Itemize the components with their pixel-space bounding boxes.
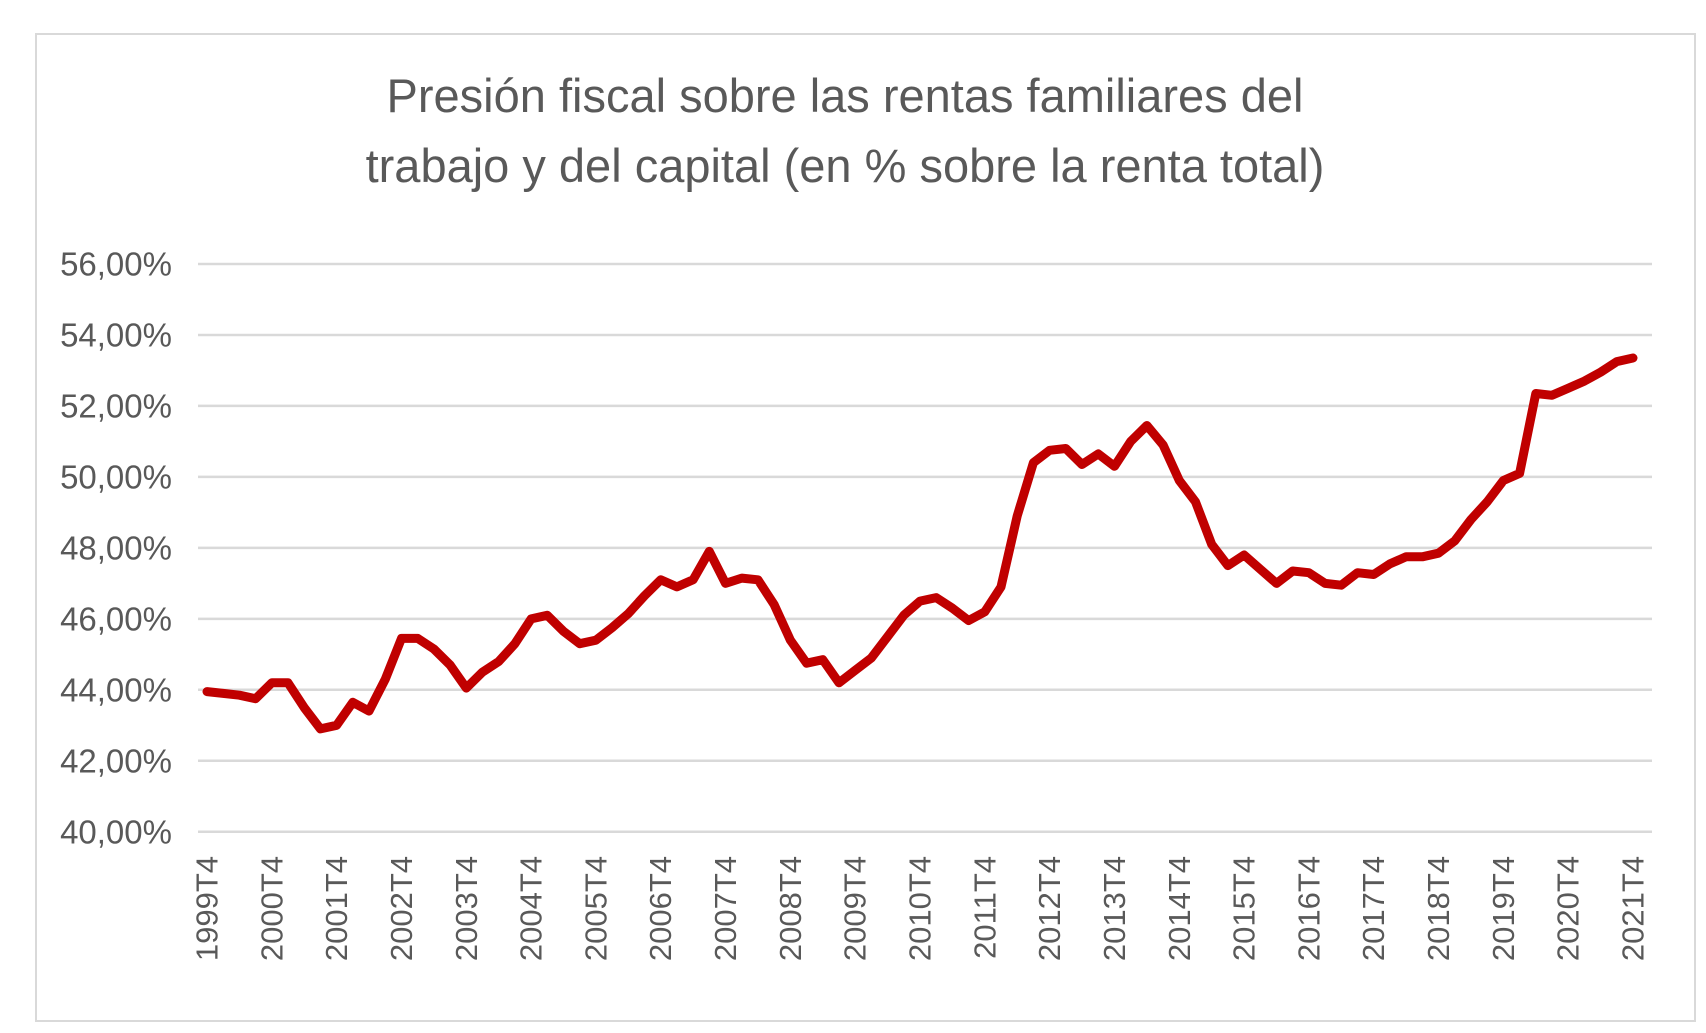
x-tick-label: 2017T4 bbox=[1356, 856, 1391, 961]
x-tick-label: 2013T4 bbox=[1097, 856, 1132, 961]
x-tick-label: 2007T4 bbox=[708, 856, 743, 961]
y-axis-labels: 56,00% 54,00% 52,00% 50,00% 48,00% 46,00% 44,0… bbox=[60, 246, 172, 851]
x-tick-label: 2018T4 bbox=[1421, 856, 1456, 961]
y-tick-label: 52,00% bbox=[60, 387, 172, 424]
x-tick-label: 2009T4 bbox=[838, 856, 873, 961]
y-tick-label: 46,00% bbox=[60, 600, 172, 637]
x-tick-label: 2015T4 bbox=[1227, 856, 1262, 961]
x-axis-labels: 1999T4 2000T4 2001T4 2002T4 2003T4 2004T4 2005… bbox=[190, 856, 1651, 961]
y-tick-label: 48,00% bbox=[60, 529, 172, 566]
x-tick-label: 2008T4 bbox=[773, 856, 808, 961]
y-tick-label: 56,00% bbox=[60, 246, 172, 283]
x-tick-label: 2012T4 bbox=[1032, 856, 1067, 961]
series-line bbox=[202, 353, 1638, 734]
x-tick-label: 2020T4 bbox=[1551, 856, 1586, 961]
y-tick-label: 50,00% bbox=[60, 458, 172, 495]
y-tick-label: 42,00% bbox=[60, 742, 172, 779]
x-tick-label: 2014T4 bbox=[1162, 856, 1197, 961]
x-tick-label: 2001T4 bbox=[319, 856, 354, 961]
x-tick-label: 2005T4 bbox=[578, 856, 613, 961]
x-tick-label: 2010T4 bbox=[903, 856, 938, 961]
x-tick-label: 2019T4 bbox=[1486, 856, 1521, 961]
x-tick-label: 2002T4 bbox=[384, 856, 419, 961]
x-tick-label: 2021T4 bbox=[1616, 856, 1651, 961]
x-tick-label: 2016T4 bbox=[1291, 856, 1326, 961]
x-tick-label: 2011T4 bbox=[967, 856, 1002, 959]
x-tick-label: 1999T4 bbox=[190, 856, 225, 961]
y-tick-label: 44,00% bbox=[60, 671, 172, 708]
x-tick-label: 2000T4 bbox=[254, 856, 289, 961]
x-tick-label: 2003T4 bbox=[449, 856, 484, 961]
y-tick-label: 54,00% bbox=[60, 317, 172, 354]
gridlines bbox=[198, 262, 1652, 834]
x-tick-label: 2004T4 bbox=[514, 856, 549, 961]
chart-frame bbox=[35, 33, 1696, 1022]
y-tick-label: 40,00% bbox=[60, 813, 172, 850]
x-tick-label: 2006T4 bbox=[643, 856, 678, 961]
chart-title-line2: trabajo y del capital (en % sobre la ren… bbox=[366, 139, 1325, 192]
chart-title-line1: Presión fiscal sobre las rentas familiar… bbox=[387, 69, 1304, 122]
